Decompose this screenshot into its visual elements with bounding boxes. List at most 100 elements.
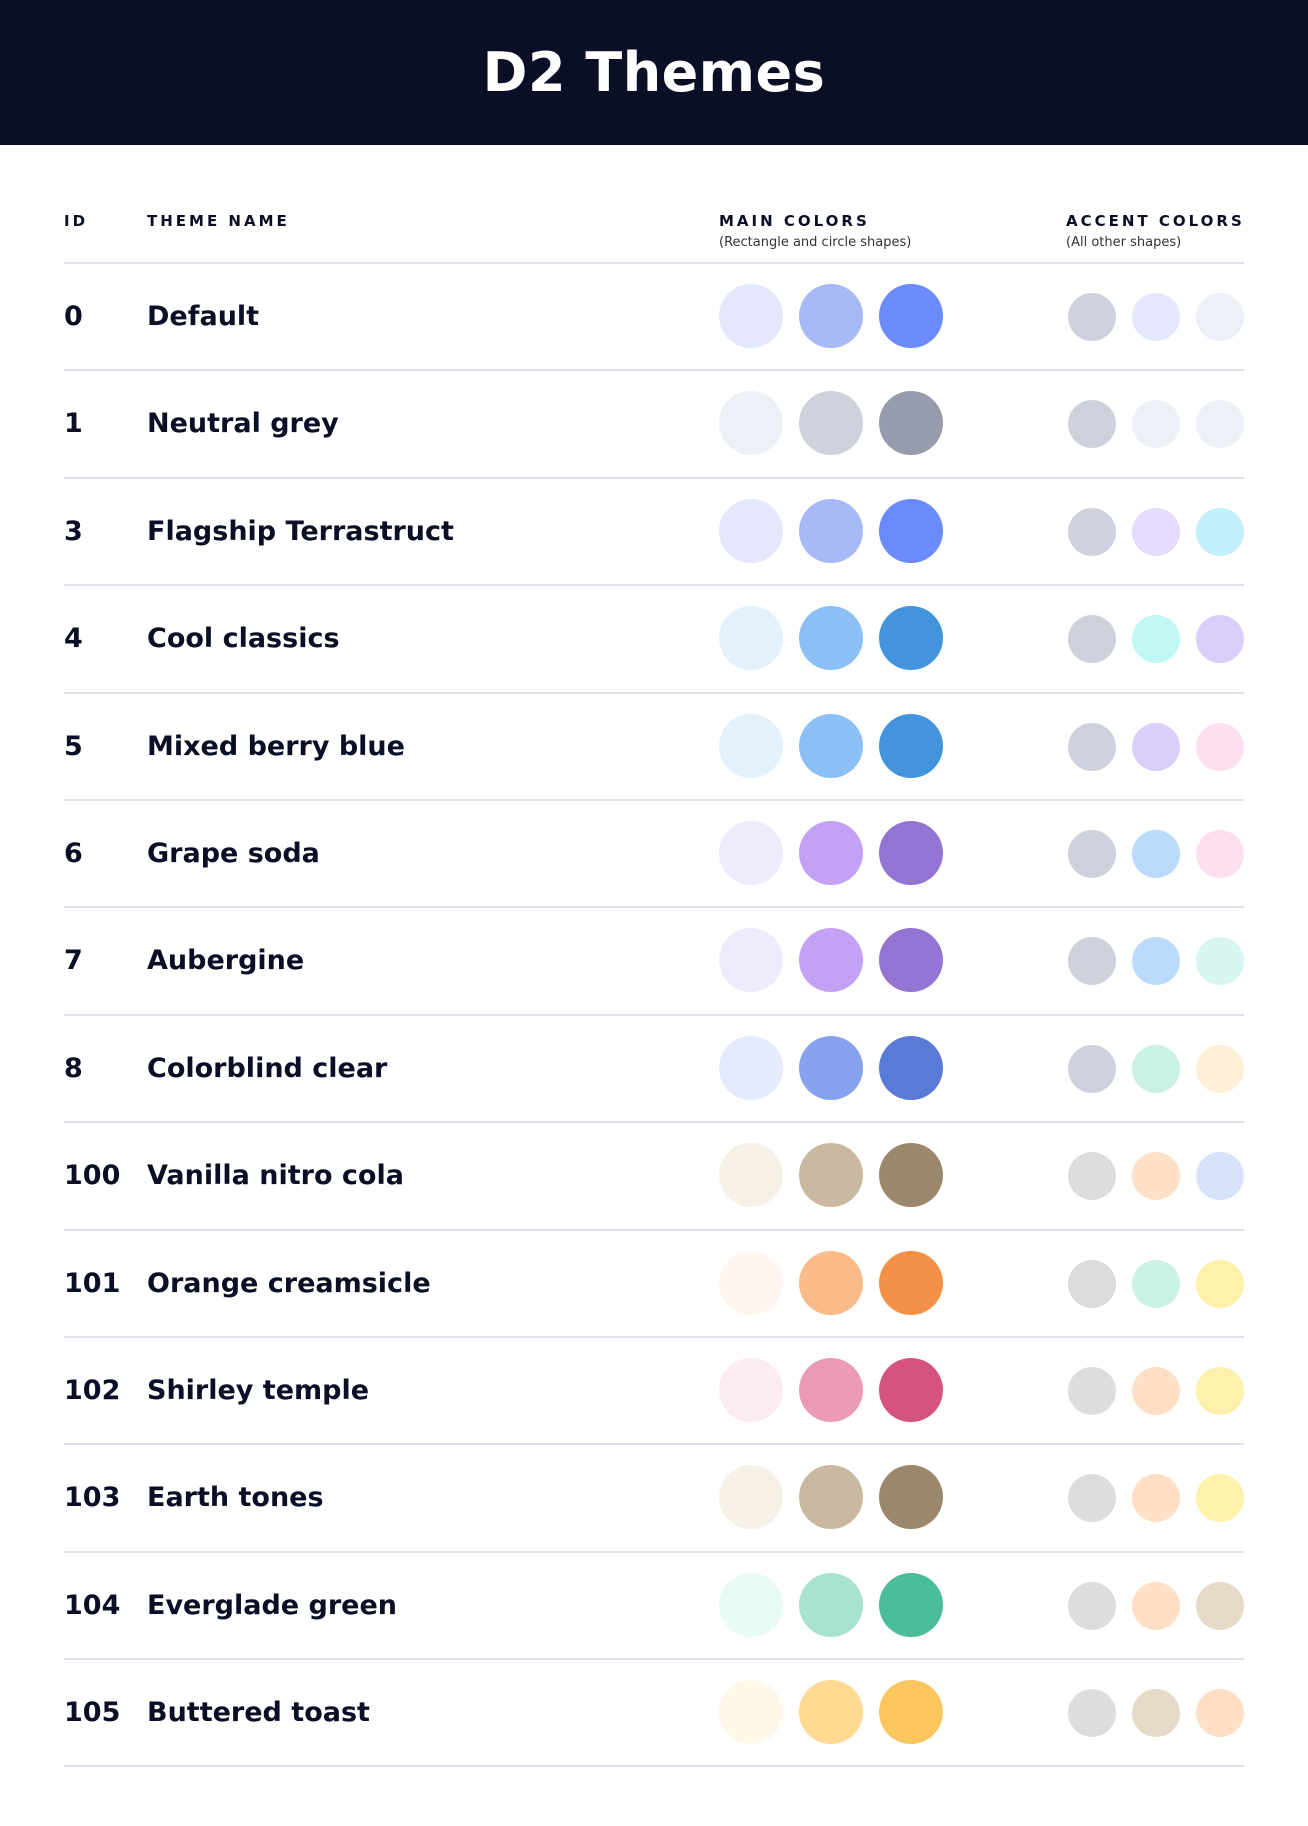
accent-color-swatch [1068,615,1116,664]
accent-colors [1068,293,1244,341]
main-color-swatch [799,1357,863,1422]
accent-color-swatch [1132,1366,1180,1415]
accent-color-swatch [1196,1044,1244,1093]
theme-id: 3 [64,515,83,547]
main-color-swatch [719,928,783,993]
main-color-swatch [799,1465,863,1530]
theme-table: 0 Default 1 Neutral grey 3 Flagship Terrastru… [64,262,1244,1768]
theme-id: 102 [64,1374,121,1406]
theme-row: 105 Buttered toast [64,1660,1244,1768]
main-color-swatch [879,1035,943,1100]
accent-color-swatch [1196,1581,1244,1630]
accent-color-swatch [1196,829,1244,878]
theme-id: 101 [64,1267,121,1299]
accent-color-swatch [1196,1474,1244,1523]
theme-id: 5 [64,730,83,762]
accent-colors [1068,400,1244,449]
theme-row: 8 Colorblind clear [64,1016,1244,1124]
main-color-swatch [879,820,943,885]
accent-color-swatch [1132,1474,1180,1523]
main-color-swatch [719,1465,783,1530]
main-color-swatch [799,1143,863,1208]
main-color-swatch [719,1035,783,1100]
theme-row: 5 Mixed berry blue [64,694,1244,801]
main-color-swatch [799,606,863,671]
accent-color-swatch [1196,937,1244,986]
page-title: D2 Themes [482,41,826,104]
accent-color-swatch [1068,829,1116,878]
theme-row: 1 Neutral grey [64,371,1244,479]
theme-name: Colorblind clear [147,1052,388,1084]
main-color-swatch [879,713,943,778]
accent-color-swatch [1132,937,1180,986]
accent-color-swatch [1196,1152,1244,1201]
main-colors [719,284,943,348]
main-color-swatch [879,1465,943,1530]
main-color-swatch [879,1357,943,1422]
main-colors [719,498,943,563]
main-color-swatch [879,928,943,993]
theme-row: 102 Shirley temple [64,1338,1244,1446]
main-colors [719,1143,943,1208]
theme-row: 4 Cool classics [64,586,1244,694]
column-header-id: ID [64,212,89,230]
accent-color-swatch [1196,722,1244,771]
main-color-swatch [719,820,783,885]
accent-colors [1068,1259,1244,1308]
accent-color-swatch [1068,1366,1116,1415]
main-color-swatch [719,391,783,456]
theme-row: 104 Everglade green [64,1553,1244,1661]
theme-id: 8 [64,1052,83,1084]
accent-color-swatch [1196,1689,1244,1738]
main-colors [719,606,943,671]
theme-row: 103 Earth tones [64,1445,1244,1553]
main-color-swatch [719,1143,783,1208]
theme-name: Earth tones [147,1482,324,1514]
main-color-swatch [719,1572,783,1637]
accent-colors [1068,722,1244,771]
theme-name: Vanilla nitro cola [147,1160,404,1192]
accent-colors [1068,1581,1244,1630]
main-color-swatch [799,928,863,993]
accent-color-swatch [1132,400,1180,449]
accent-color-swatch [1068,1689,1116,1738]
main-colors [719,928,943,993]
main-color-swatch [879,1250,943,1315]
accent-color-swatch [1132,722,1180,771]
accent-color-swatch [1132,1581,1180,1630]
accent-colors [1068,1152,1244,1201]
column-header-theme-name: THEME NAME [147,212,290,230]
main-colors [719,1250,943,1315]
theme-name: Everglade green [147,1589,398,1621]
theme-name: Grape soda [147,837,320,869]
theme-row: 6 Grape soda [64,801,1244,909]
main-color-swatch [719,498,783,563]
main-color-swatch [799,1035,863,1100]
theme-id: 4 [64,623,83,655]
theme-row: 0 Default [64,264,1244,372]
theme-name: Neutral grey [147,408,339,440]
accent-color-swatch [1132,507,1180,556]
accent-color-swatch [1196,293,1244,341]
theme-row: 3 Flagship Terrastruct [64,479,1244,587]
page-header: D2 Themes [0,0,1308,145]
accent-color-swatch [1196,1366,1244,1415]
accent-colors [1068,937,1244,986]
main-color-swatch [799,820,863,885]
main-color-swatch [879,284,943,348]
theme-row: 101 Orange creamsicle [64,1231,1244,1338]
accent-color-swatch [1068,400,1116,449]
accent-colors [1068,1474,1244,1523]
accent-color-swatch [1068,293,1116,341]
main-color-swatch [719,1250,783,1315]
main-color-swatch [799,1250,863,1315]
main-color-swatch [879,498,943,563]
column-header-accent-colors: ACCENT COLORS [1066,212,1245,230]
theme-id: 7 [64,945,83,977]
accent-color-swatch [1068,1044,1116,1093]
main-color-swatch [879,391,943,456]
theme-id: 100 [64,1160,121,1192]
main-colors [719,391,943,456]
column-subheader-main-colors: (Rectangle and circle shapes) [719,235,912,250]
theme-id: 1 [64,408,83,440]
